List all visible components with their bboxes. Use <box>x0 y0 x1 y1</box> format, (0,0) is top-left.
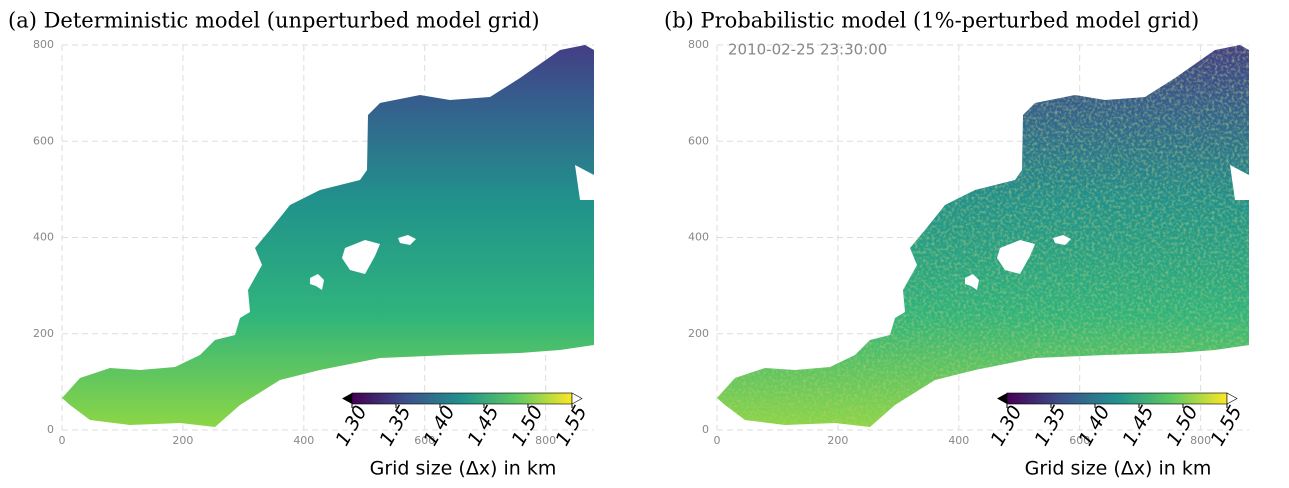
x-tick-label: 800 <box>1190 434 1211 447</box>
y-tick-label: 200 <box>33 327 54 340</box>
island <box>997 240 1035 274</box>
colorbar-tick-label: 1.40 <box>419 402 459 450</box>
panel-title: (a) Deterministic model (unperturbed mod… <box>8 9 540 33</box>
y-tick-label: 200 <box>688 327 709 340</box>
y-tick-label: 0 <box>702 423 709 436</box>
panel-title: (b) Probabilistic model (1%-perturbed mo… <box>664 9 1199 33</box>
y-tick-label: 400 <box>688 231 709 244</box>
x-tick-label: 0 <box>714 434 721 447</box>
colorbar-tick-label: 1.45 <box>1118 402 1158 450</box>
colorbar-tick-label: 1.30 <box>986 402 1026 450</box>
x-tick-label: 400 <box>293 434 314 447</box>
panels: (a) Deterministic model (unperturbed mod… <box>8 9 1249 480</box>
x-tick-label: 600 <box>1069 434 1090 447</box>
island <box>1053 235 1071 245</box>
y-tick-label: 600 <box>33 134 54 147</box>
island <box>965 274 979 290</box>
y-tick-label: 0 <box>47 423 54 436</box>
x-tick-label: 0 <box>59 434 66 447</box>
panel: (a) Deterministic model (unperturbed mod… <box>8 9 594 480</box>
colorbar-extend-low <box>997 393 1007 404</box>
colorbar-extend-high <box>1226 392 1238 405</box>
y-tick-label: 800 <box>688 38 709 51</box>
colorbar <box>351 392 573 405</box>
x-tick-label: 200 <box>172 434 193 447</box>
colorbar-tick-label: 1.55 <box>1206 402 1246 450</box>
island <box>310 274 324 290</box>
island <box>342 240 380 274</box>
x-tick-label: 600 <box>414 434 435 447</box>
y-tick-label: 800 <box>33 38 54 51</box>
colorbar-tick-label: 1.55 <box>551 402 591 450</box>
colorbar-label: Grid size (Δx) in km <box>370 458 557 480</box>
island <box>398 235 416 245</box>
colorbar-extend-high <box>571 392 583 405</box>
colorbar-tick-label: 1.40 <box>1074 402 1114 450</box>
colorbar-extend-low <box>342 393 352 404</box>
panel: (b) Probabilistic model (1%-perturbed mo… <box>664 9 1249 480</box>
x-tick-label: 400 <box>948 434 969 447</box>
x-tick-label: 800 <box>535 434 556 447</box>
perturbation-noise <box>717 45 1249 427</box>
colorbar-label: Grid size (Δx) in km <box>1025 458 1212 480</box>
colorbar <box>1006 392 1228 405</box>
timestamp: 2010-02-25 23:30:00 <box>728 41 887 59</box>
x-tick-label: 200 <box>827 434 848 447</box>
colorbar-tick-label: 1.45 <box>463 402 503 450</box>
y-tick-label: 400 <box>33 231 54 244</box>
y-tick-label: 600 <box>688 134 709 147</box>
grid-field <box>62 45 594 427</box>
colorbar-tick-label: 1.35 <box>1030 402 1070 450</box>
colorbar-tick-label: 1.35 <box>375 402 415 450</box>
colorbar-tick-label: 1.30 <box>331 402 371 450</box>
